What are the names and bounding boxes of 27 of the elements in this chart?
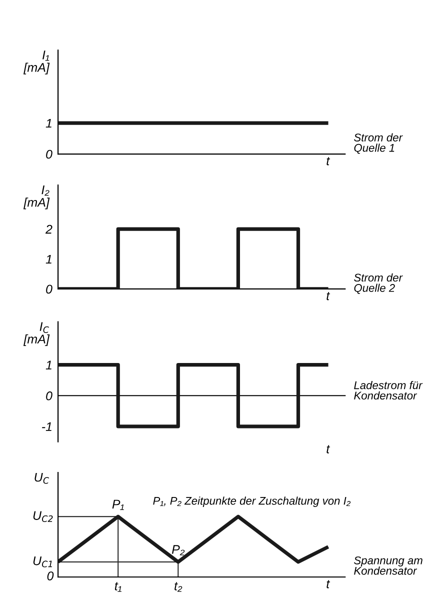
y-tick-label: 0 <box>46 150 52 159</box>
text: U$_{C2}$ <box>33 511 53 522</box>
annotation: P₂ <box>172 545 185 556</box>
y-axis-title: U$_{C}$ <box>34 472 50 484</box>
y-axis-title: I₁ [mA] <box>23 50 50 74</box>
text: U$_{C1}$ <box>33 556 52 568</box>
text: Spannung am Kondensator <box>354 556 422 575</box>
y-tick-label: 1 <box>46 118 52 128</box>
y-tick-label: -1 <box>42 422 52 431</box>
annotation: P₁ <box>112 500 124 510</box>
y-tick-label: 0 <box>46 391 52 400</box>
x-axis-title: t <box>326 157 330 166</box>
y-tick-label: 1 <box>46 360 52 370</box>
y-tick-label: 2 <box>45 224 52 234</box>
y-axis-title: I₂ [mA] <box>23 186 50 210</box>
text: Strom der Quelle 1 <box>354 133 403 154</box>
x-axis-title: t <box>326 292 330 300</box>
y-tick-label: 0 <box>46 284 52 294</box>
x-axis-title: t <box>326 445 330 454</box>
x-axis-title: t <box>326 580 330 588</box>
y-axis-title: I$_{C}$ [mA] <box>23 322 50 346</box>
text: Ladestrom für Kondensator <box>354 381 423 400</box>
y-tick-label: 1 <box>46 254 52 264</box>
x-tick-label: t₁ <box>114 582 122 592</box>
text: Strom der Quelle 2 <box>354 273 403 294</box>
text: P₁, P₂ Zeitpunkte der Zuschaltung von I₂ <box>153 496 351 507</box>
x-tick-label: t₂ <box>174 582 182 592</box>
